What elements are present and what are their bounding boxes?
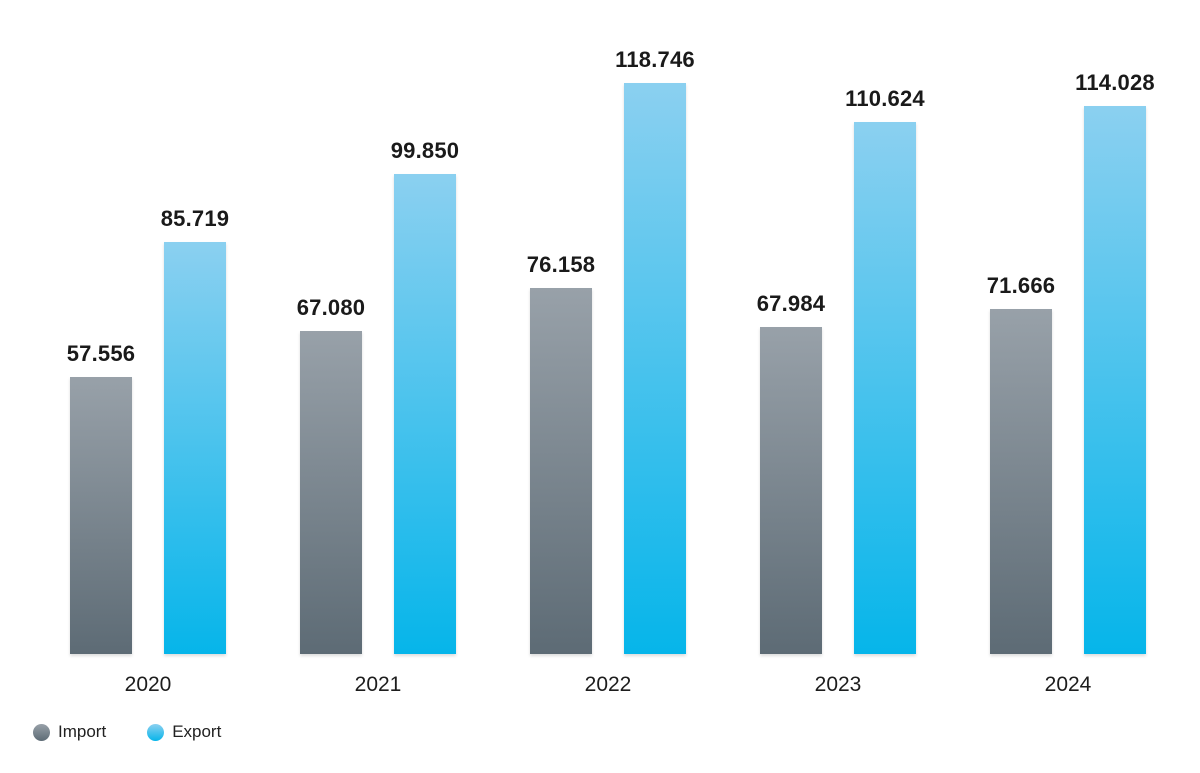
bar-import-2021 <box>300 331 362 654</box>
bar-export-2021 <box>394 174 456 654</box>
value-label-export-2023: 110.624 <box>845 86 925 111</box>
legend: Import Export <box>33 722 221 742</box>
value-label-import-2021: 67.080 <box>296 295 366 320</box>
x-axis: 2020 2021 2022 2023 2024 <box>0 668 1200 698</box>
x-axis-label-2021: 2021 <box>354 673 402 696</box>
x-axis-label-2022: 2022 <box>584 673 632 696</box>
value-label-export-2024: 114.028 <box>1075 70 1155 95</box>
value-label-import-2024: 71.666 <box>986 273 1056 298</box>
bar-export-2024 <box>1084 106 1146 654</box>
x-axis-label-2024: 2024 <box>1044 673 1092 696</box>
bar-import-2020 <box>70 377 132 654</box>
value-label-export-2021: 99.850 <box>390 138 460 163</box>
bar-import-2024 <box>990 309 1052 654</box>
value-label-export-2022: 118.746 <box>615 47 695 72</box>
value-label-import-2022: 76.158 <box>526 252 596 277</box>
x-axis-label-2020: 2020 <box>124 673 172 696</box>
value-label-import-2023: 67.984 <box>756 291 826 316</box>
legend-import-dot-icon <box>33 723 50 741</box>
legend-label-export: Export <box>172 722 222 741</box>
value-label-import-2020: 57.556 <box>66 341 136 366</box>
bar-export-2022 <box>624 83 686 654</box>
x-axis-label-2023: 2023 <box>814 673 862 696</box>
value-label-export-2020: 85.719 <box>160 206 230 231</box>
legend-label-import: Import <box>58 722 107 741</box>
legend-export-dot-icon <box>147 723 165 741</box>
legend-item-export: Export <box>147 722 221 742</box>
bar-import-2022 <box>530 288 592 654</box>
bar-export-2023 <box>854 122 916 654</box>
legend-item-import: Import <box>33 722 106 742</box>
bar-export-2020 <box>164 242 226 654</box>
plot-area: 57.556 85.719 67.080 99.850 76.158 118.746 67.… <box>66 47 1155 654</box>
bar-import-2023 <box>760 327 822 654</box>
